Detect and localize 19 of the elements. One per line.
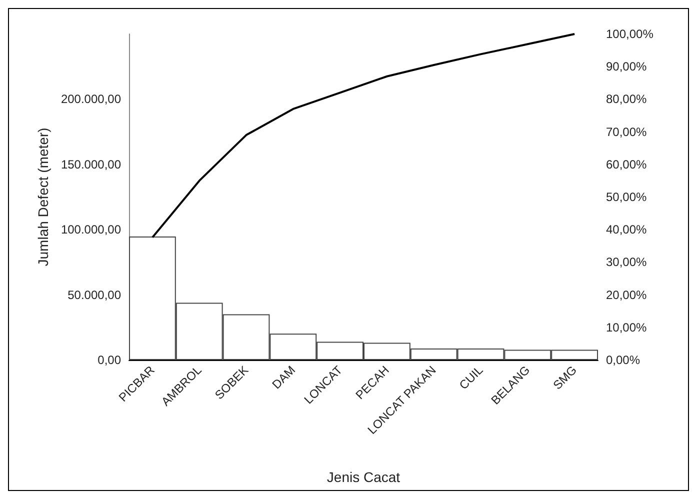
y2-tick-label: 90,00% [606,60,648,74]
y2-tick-label: 40,00% [606,222,648,237]
y2-tick-label: 80,00% [606,92,648,106]
y2-tick-label: 30,00% [606,255,648,270]
y-tick-label: 150.000,00 [60,157,122,172]
y2-tick-label: 10,00% [606,320,648,334]
y2-tick-label: 0,00% [606,353,640,367]
y2-tick-label: 50,00% [606,190,648,204]
y-tick-label: 50.000,00 [68,288,122,302]
y2-tick-label: 100,00% [606,27,654,41]
x-axis-title: Jenis Cacat [326,469,400,485]
y-tick-label: 100.000,00 [60,222,122,237]
line-series [151,33,576,238]
y-tick-label: 0,00 [98,353,122,367]
y2-tick-label: 20,00% [606,288,648,302]
y2-tick-label: 60,00% [606,157,648,172]
y2-tick-label: 70,00% [606,124,648,139]
y-axis-title: Jumlah Defect (meter) [35,128,52,266]
y-tick-label: 200.000,00 [60,92,122,106]
